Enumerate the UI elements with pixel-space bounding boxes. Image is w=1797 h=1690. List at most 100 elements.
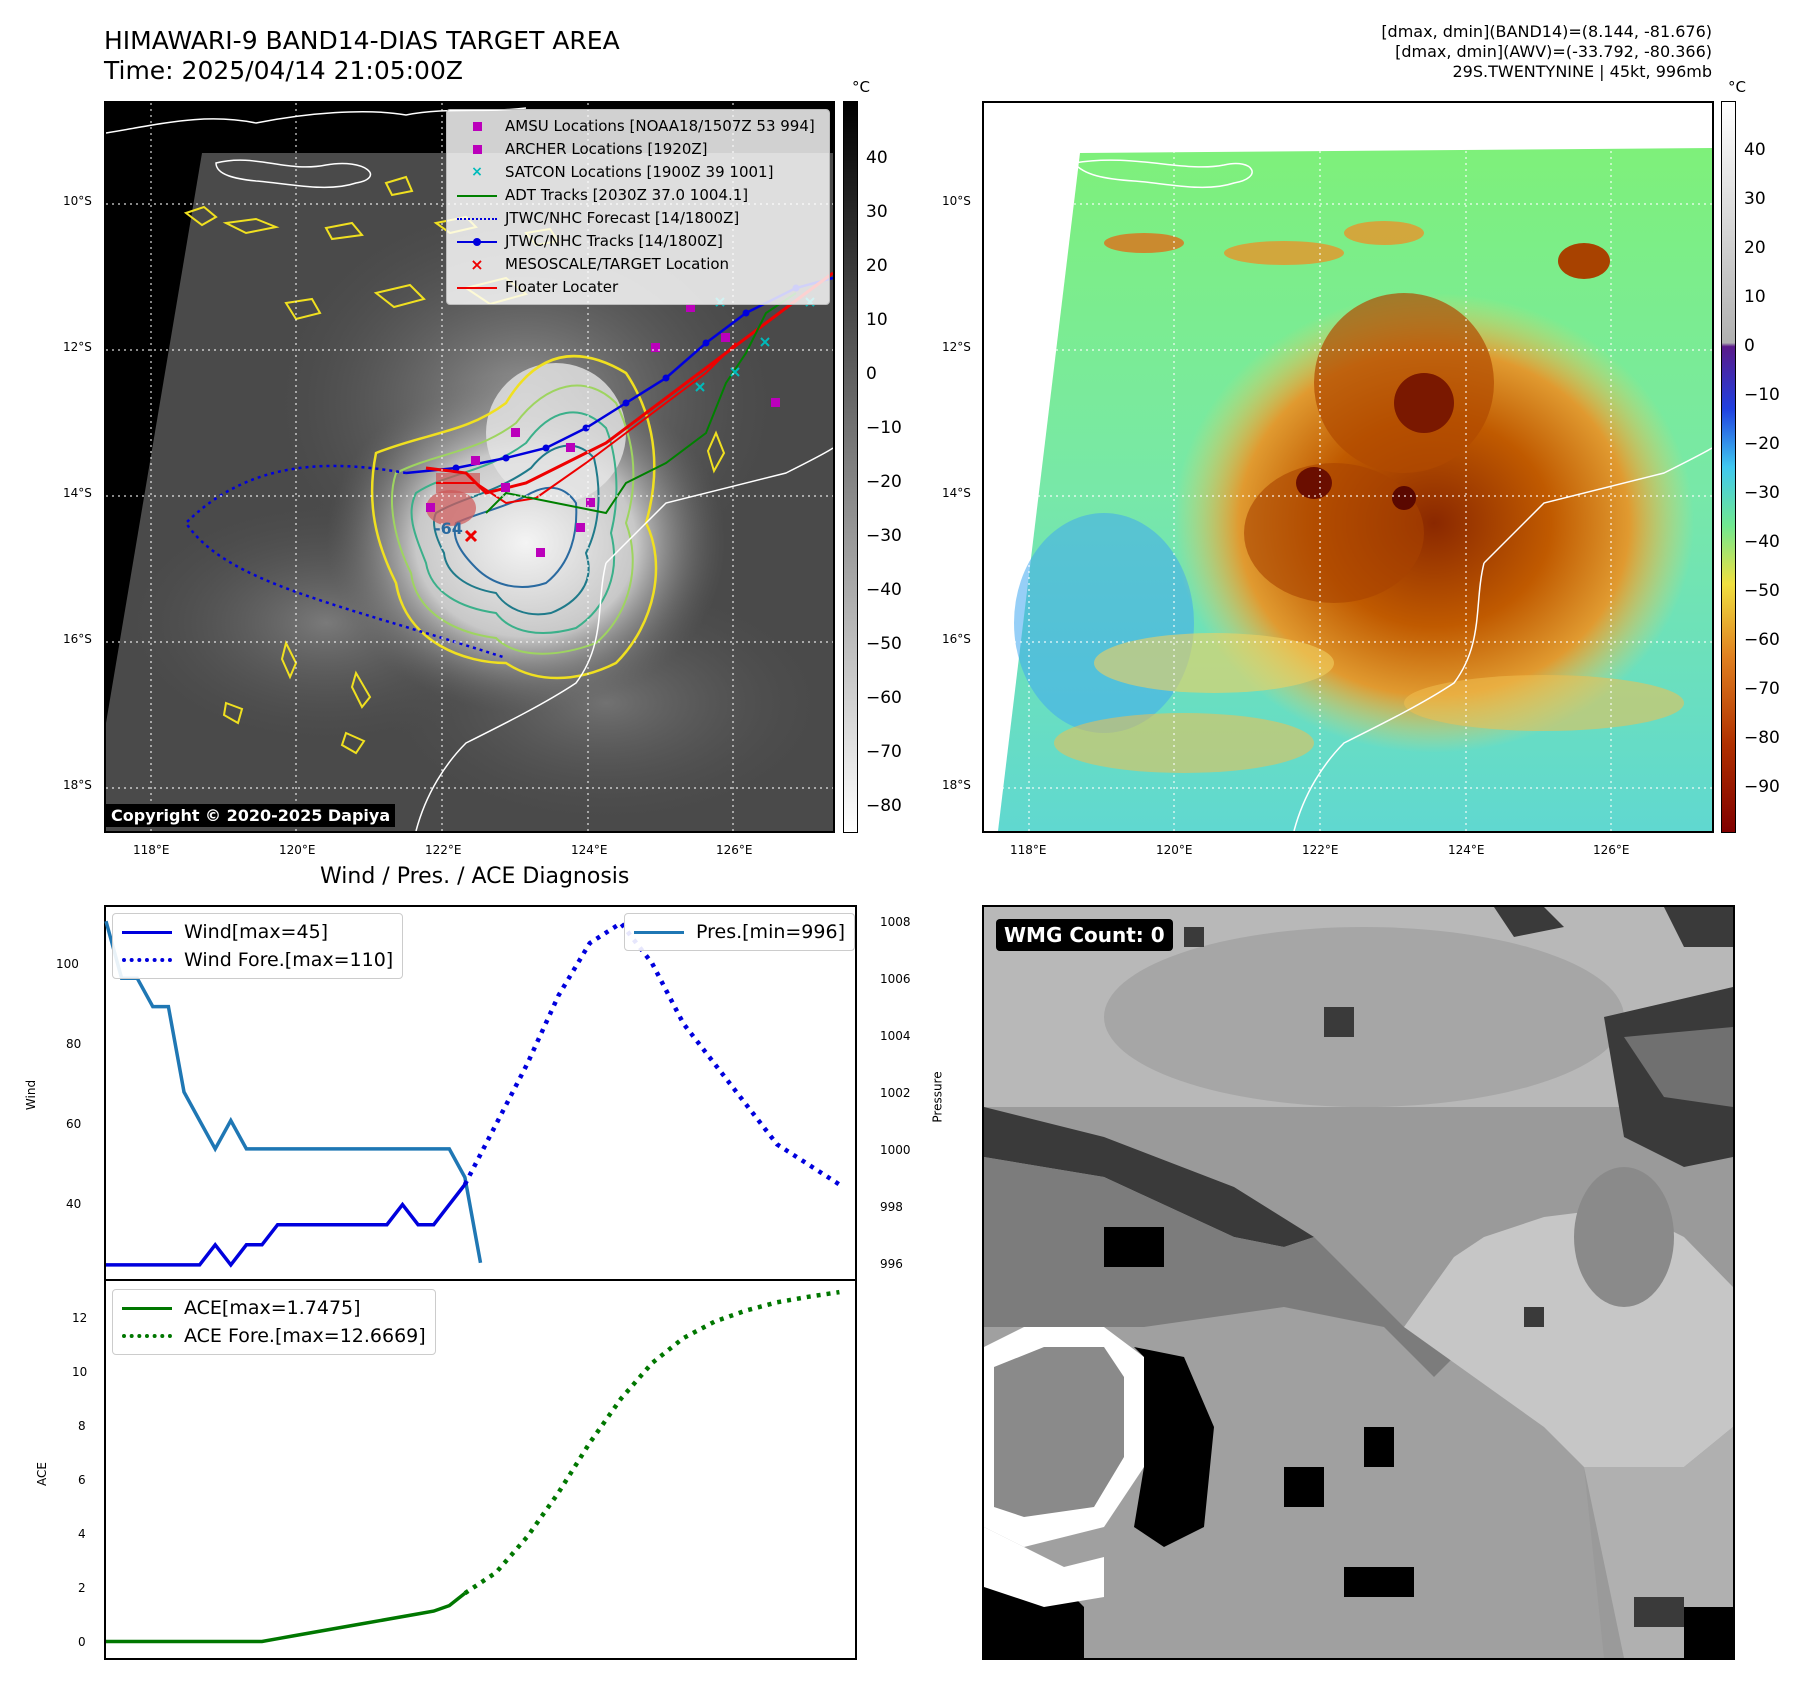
colorbar-tick: 30 <box>1744 189 1766 209</box>
x-marker-icon: × <box>471 164 483 180</box>
ace-forecast-line <box>463 1289 840 1596</box>
ace-tick: 0 <box>78 1635 86 1649</box>
ace-tick: 12 <box>72 1311 88 1325</box>
colorbar-tick: −40 <box>1744 532 1780 552</box>
x-marker-icon: × <box>470 255 484 274</box>
ace-tick: 8 <box>78 1419 86 1433</box>
legend-label: Floater Locater <box>505 278 619 296</box>
ace-tick: 4 <box>78 1527 86 1541</box>
pressure-tick: 1000 <box>880 1143 911 1157</box>
legend-item-jtwc-forecast: JTWC/NHC Forecast [14/1800Z] <box>455 207 821 230</box>
lat-tick: 18°S <box>63 778 92 792</box>
ace-legend: ACE[max=1.7475] ACE Fore.[max=12.6669] <box>112 1289 436 1355</box>
contour-label: -64 <box>434 519 463 538</box>
colorbar-tick: −80 <box>1744 728 1780 748</box>
colorbar-tick: −20 <box>866 472 902 492</box>
legend-item-target: × MESOSCALE/TARGET Location <box>455 253 821 276</box>
wmg-count-badge: WMG Count: 0 <box>996 919 1173 951</box>
colorbar-tick: 10 <box>1744 287 1766 307</box>
colorbar-tick: −80 <box>866 796 902 816</box>
diagnosis-frame <box>104 905 857 1660</box>
pressure-line <box>104 920 483 1264</box>
left-colorbar <box>843 101 858 833</box>
colorbar-tick: −10 <box>1744 385 1780 405</box>
info-storm: 29S.TWENTYNINE | 45kt, 996mb <box>1452 62 1713 81</box>
copyright-label: Copyright © 2020-2025 Dapiya <box>106 804 396 827</box>
lon-tick: 126°E <box>1593 843 1630 857</box>
lon-tick: 126°E <box>716 843 753 857</box>
lat-tick: 18°S <box>942 778 971 792</box>
left-map-legend: AMSU Locations [NOAA18/1507Z 53 994] ARC… <box>446 109 830 305</box>
legend-label: ACE[max=1.7475] <box>184 1297 361 1319</box>
ace-tick: 6 <box>78 1473 86 1487</box>
pressure-tick: 996 <box>880 1257 903 1271</box>
lon-tick: 118°E <box>133 843 170 857</box>
colorbar-tick: −30 <box>866 526 902 546</box>
right-awv-map <box>982 101 1714 833</box>
colorbar-tick: −70 <box>1744 679 1780 699</box>
pressure-tick: 998 <box>880 1200 903 1214</box>
lat-tick: 12°S <box>63 340 92 354</box>
legend-label: AMSU Locations [NOAA18/1507Z 53 994] <box>505 117 815 135</box>
legend-item-ace-fore: ACE Fore.[max=12.6669] <box>122 1322 426 1350</box>
legend-item-satcon: × SATCON Locations [1900Z 39 1001] <box>455 161 821 184</box>
colorbar-tick: −60 <box>866 688 902 708</box>
lon-tick: 124°E <box>1448 843 1485 857</box>
pressure-tick: 1008 <box>880 915 911 929</box>
line-marker-icon <box>122 930 172 934</box>
right-awv-map-image <box>984 103 1712 831</box>
colorbar-tick: 30 <box>866 202 888 222</box>
info-band14-range: [dmax, dmin](BAND14)=(8.144, -81.676) <box>1381 22 1712 41</box>
colorbar-tick: −90 <box>1744 777 1780 797</box>
legend-label: ARCHER Locations [1920Z] <box>505 140 708 158</box>
colorbar-tick: −20 <box>1744 434 1780 454</box>
colorbar-tick: −40 <box>866 580 902 600</box>
legend-label: JTWC/NHC Tracks [14/1800Z] <box>505 232 723 250</box>
colorbar-tick: −50 <box>866 634 902 654</box>
wind-tick: 40 <box>66 1197 82 1211</box>
ace-tick: 2 <box>78 1581 86 1595</box>
colorbar-tick: −30 <box>1744 483 1780 503</box>
left-ir-map-image <box>106 103 833 831</box>
colorbar-tick: 20 <box>866 256 888 276</box>
legend-label: ACE Fore.[max=12.6669] <box>184 1325 426 1347</box>
colorbar-tick: −50 <box>1744 581 1780 601</box>
legend-label: Pres.[min=996] <box>696 921 845 943</box>
line-marker-icon <box>122 1306 172 1310</box>
colorbar-tick: 0 <box>866 364 877 384</box>
diagnosis-divider <box>104 1279 857 1281</box>
legend-item-adt: ADT Tracks [2030Z 37.0 1004.1] <box>455 184 821 207</box>
dotted-line-icon <box>457 217 497 220</box>
legend-label: Wind Fore.[max=110] <box>184 949 394 971</box>
lon-tick: 120°E <box>279 843 316 857</box>
pressure-axis-label: Pressure <box>930 1071 945 1123</box>
wind-plot-series <box>104 920 841 1268</box>
line-marker-icon <box>457 286 497 289</box>
pressure-tick: 1002 <box>880 1086 911 1100</box>
ace-plot-series <box>106 1289 840 1644</box>
pressure-legend: Pres.[min=996] <box>624 913 855 951</box>
info-awv-range: [dmax, dmin](AWV)=(-33.792, -80.366) <box>1395 42 1712 61</box>
colorbar-tick: 40 <box>1744 140 1766 160</box>
colorbar-tick: −10 <box>866 418 902 438</box>
lon-tick: 122°E <box>1302 843 1339 857</box>
lat-tick: 12°S <box>942 340 971 354</box>
wind-forecast-line <box>462 920 841 1187</box>
lon-tick: 124°E <box>571 843 608 857</box>
colorbar-tick: 40 <box>866 148 888 168</box>
diagnosis-title: Wind / Pres. / ACE Diagnosis <box>320 864 630 889</box>
legend-item-jtwc-tracks: JTWC/NHC Tracks [14/1800Z] <box>455 230 821 253</box>
wmg-image <box>984 907 1733 1658</box>
lat-tick: 16°S <box>942 632 971 646</box>
chart-time: Time: 2025/04/14 21:05:00Z <box>104 56 463 85</box>
colorbar-tick: −70 <box>866 742 902 762</box>
legend-label: SATCON Locations [1900Z 39 1001] <box>505 163 774 181</box>
legend-item-wind-fore: Wind Fore.[max=110] <box>122 946 393 974</box>
legend-item-amsu: AMSU Locations [NOAA18/1507Z 53 994] <box>455 115 821 138</box>
colorbar-tick: −60 <box>1744 630 1780 650</box>
legend-label: JTWC/NHC Forecast [14/1800Z] <box>505 209 740 227</box>
legend-label: Wind[max=45] <box>184 921 329 943</box>
square-marker-icon <box>472 122 482 131</box>
ace-tick: 10 <box>72 1365 88 1379</box>
